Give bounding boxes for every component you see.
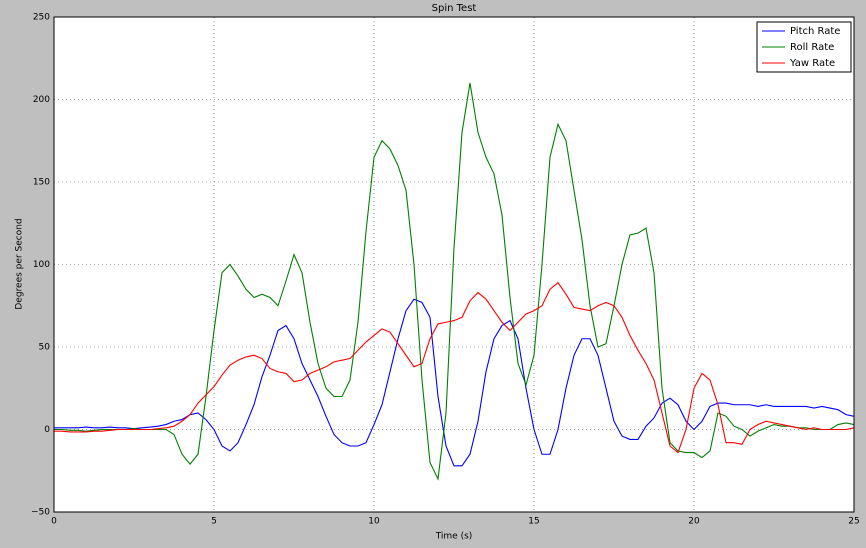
x-tick-label: 20 <box>688 517 700 527</box>
data-line <box>54 281 855 454</box>
legend-label: Roll Rate <box>790 42 834 53</box>
legend-label: Yaw Rate <box>789 58 835 69</box>
x-tick-label: 5 <box>211 517 217 527</box>
y-tick-label: 100 <box>33 260 50 270</box>
y-tick-label: −50 <box>31 508 50 518</box>
y-tick-label: 150 <box>33 178 50 188</box>
legend-label: Pitch Rate <box>790 26 840 37</box>
y-tick-label: 200 <box>33 95 50 105</box>
y-tick-label: 50 <box>39 343 51 353</box>
plot-border <box>53 16 855 513</box>
y-tick-label: 250 <box>33 13 50 23</box>
x-tick-label: 25 <box>848 517 859 527</box>
data-line <box>54 82 855 481</box>
x-tick-label: 10 <box>368 517 380 527</box>
x-tick-label: 0 <box>51 517 57 527</box>
legend: Pitch Rate Roll Rate Yaw Rate <box>756 21 852 73</box>
x-tick-label: 15 <box>528 517 539 527</box>
y-axis-label: Degrees per Second <box>15 218 25 309</box>
chart-title: Spin Test <box>432 3 477 14</box>
y-tick-label: 0 <box>44 425 50 435</box>
x-axis-label: Time (s) <box>435 532 473 542</box>
